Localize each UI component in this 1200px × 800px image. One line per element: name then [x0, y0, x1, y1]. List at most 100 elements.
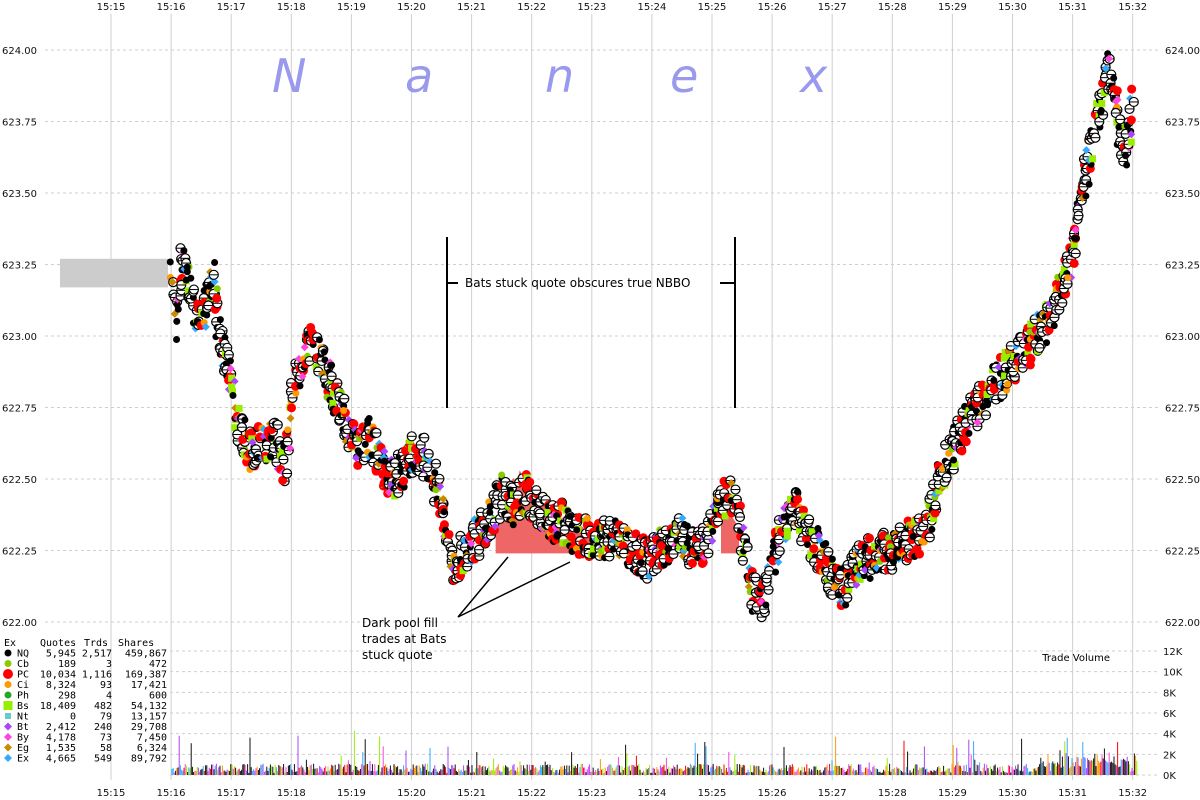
legend-swatch [4, 754, 12, 762]
trade-marker [284, 426, 292, 434]
legend-header: Ex [4, 638, 16, 649]
trade-marker [1110, 74, 1118, 82]
trade-marker [509, 521, 517, 529]
y-tick-label-left: 623.25 [2, 261, 37, 272]
legend-exchange: Ph [17, 691, 29, 702]
trade-marker [566, 537, 574, 545]
trade-marker [228, 387, 236, 395]
trade-marker [340, 407, 348, 415]
trade-marker [1071, 225, 1080, 234]
trade-marker [174, 305, 182, 313]
legend-shares: 17,421 [131, 680, 167, 691]
x-tick-label-top: 15:31 [1058, 2, 1087, 13]
legend-trades: 93 [100, 680, 112, 691]
legend-swatch [4, 649, 12, 657]
trade-marker [795, 526, 803, 534]
y-tick-label-right: 622.25 [1165, 547, 1200, 558]
trade-marker [525, 477, 535, 487]
trade-marker [1001, 372, 1009, 380]
legend-shares: 169,387 [125, 670, 167, 681]
trade-marker [226, 357, 234, 365]
trade-marker [263, 455, 271, 463]
trade-marker [278, 447, 286, 455]
x-axis-top: 15:15 15:16 15:17 15:18 15:19 15:20 15:21 15:22… [97, 2, 1148, 13]
trade-marker [1100, 89, 1108, 97]
trade-marker [1025, 353, 1035, 363]
x-tick-label-top: 15:32 [1118, 2, 1147, 13]
x-tick-label-bottom: 15:29 [938, 788, 967, 799]
trade-marker [553, 512, 561, 520]
trade-marker [328, 361, 336, 369]
trade-marker [315, 336, 323, 344]
trade-marker [845, 585, 853, 593]
trade-marker [842, 601, 850, 609]
volume-y-tick-label: 12K [1163, 647, 1183, 658]
trade-marker [1000, 354, 1008, 362]
y-tick-label-left: 622.00 [2, 618, 37, 629]
trade-marker [889, 558, 897, 566]
x-tick-label-top: 15:23 [577, 2, 606, 13]
legend-swatch [3, 701, 13, 710]
trade-marker [200, 287, 208, 295]
trade-marker [950, 456, 958, 464]
trade-marker [203, 311, 211, 319]
x-tick-label-bottom: 15:19 [337, 788, 366, 799]
y-tick-label-left: 624.00 [2, 46, 37, 57]
trade-marker [1112, 86, 1122, 96]
legend-exchange: PC [17, 670, 29, 681]
trade-marker [884, 534, 892, 542]
trade-marker [698, 557, 708, 567]
x-tick-label-top: 15:28 [878, 2, 907, 13]
trade-marker [226, 364, 235, 373]
trade-marker [1043, 339, 1051, 347]
trade-marker [1126, 115, 1136, 125]
trade-marker [1093, 99, 1101, 107]
legend-swatch [4, 660, 12, 667]
trade-marker [957, 446, 967, 456]
trade-marker [828, 555, 836, 563]
trade-marker [467, 539, 476, 548]
trade-marker [364, 416, 372, 424]
trade-marker [1113, 95, 1122, 104]
trade-marker [989, 384, 999, 394]
trade-marker [1082, 146, 1091, 155]
watermark-letter: N [272, 49, 306, 103]
trade-marker [794, 488, 802, 496]
legend-quotes: 8,324 [46, 680, 76, 691]
trade-marker [439, 495, 448, 504]
trade-marker [589, 545, 597, 553]
legend-trades: 549 [94, 754, 112, 765]
trade-marker [809, 544, 819, 554]
legend-exchange: Bt [17, 722, 29, 733]
trade-marker [321, 356, 329, 364]
trade-marker [708, 536, 717, 545]
trade-marker [1115, 123, 1123, 131]
stuck-quote-label: Bats stuck quote obscures true NBBO [465, 276, 690, 290]
legend-exchange: Nt [17, 712, 29, 723]
legend-quotes: 5,945 [46, 649, 76, 660]
trade-marker [683, 539, 691, 547]
legend-swatch [4, 722, 12, 731]
trade-marker [556, 498, 566, 508]
trade-marker [1101, 64, 1110, 73]
trade-marker [637, 559, 645, 567]
trade-marker [762, 601, 770, 609]
trade-marker [436, 482, 445, 491]
legend-shares: 7,450 [137, 733, 167, 744]
trade-marker [444, 529, 454, 539]
x-tick-label-top: 15:26 [758, 2, 787, 13]
volume-y-tick-label: 6K [1163, 709, 1176, 720]
x-tick-label-bottom: 15:25 [698, 788, 727, 799]
dark-pool-label-line1: Dark pool fill [362, 616, 438, 630]
watermark-letter: n [545, 49, 574, 103]
trade-marker [166, 258, 174, 266]
trade-marker [216, 316, 224, 324]
legend-exchange: Ci [17, 680, 29, 691]
trade-marker [173, 317, 181, 325]
legend-shares: 13,157 [131, 712, 167, 723]
dark-pool-arrow-1 [457, 556, 509, 618]
legend-exchange: Ex [17, 754, 29, 765]
volume-y-tick-label: 8K [1163, 688, 1176, 699]
x-tick-label-bottom: 15:20 [397, 788, 426, 799]
trade-marker [329, 399, 337, 407]
